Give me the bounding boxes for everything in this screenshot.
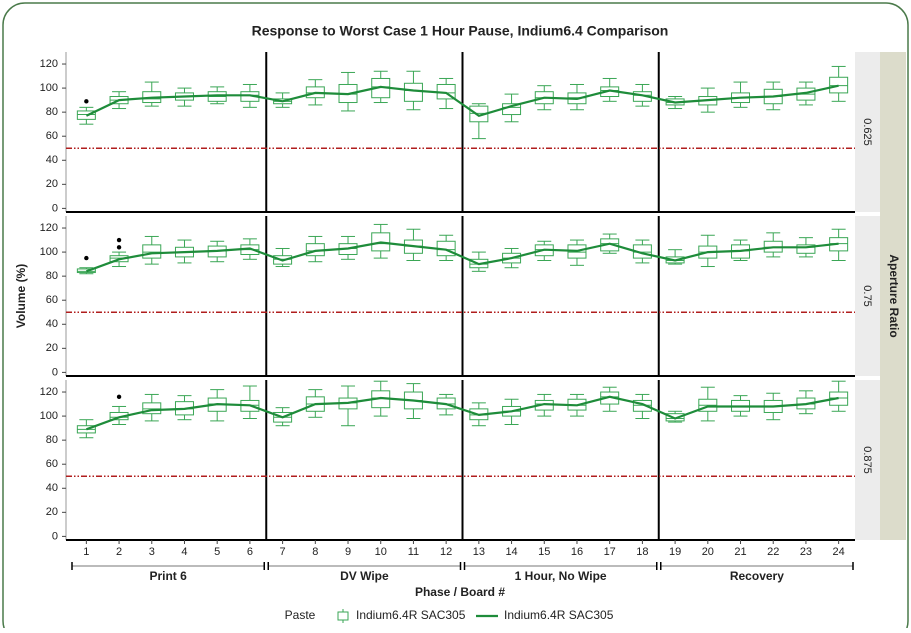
legend-title: Paste [285, 608, 316, 622]
y-tick-label: 80 [46, 106, 58, 118]
y-tick-label: 100 [40, 82, 58, 94]
phase-label: Print 6 [149, 569, 187, 583]
x-tick-label: 2 [116, 546, 122, 558]
box [632, 399, 652, 412]
y-tick-label: 0 [52, 366, 58, 378]
outlier [116, 237, 122, 243]
mean-line [85, 84, 839, 118]
x-tick-label: 14 [505, 546, 517, 558]
x-tick-label: 10 [375, 546, 387, 558]
panel-strip [855, 380, 880, 540]
x-tick-label: 5 [214, 546, 220, 558]
x-axis-label: Phase / Board # [415, 585, 505, 599]
x-tick-label: 15 [538, 546, 550, 558]
x-tick-label: 12 [440, 546, 452, 558]
x-tick-label: 24 [833, 546, 845, 558]
y-tick-label: 40 [46, 154, 58, 166]
mean-line [86, 241, 839, 273]
x-tick-label: 21 [734, 546, 746, 558]
outlier [116, 394, 122, 400]
x-tick-label: 11 [408, 546, 419, 558]
y-tick-label: 20 [46, 178, 58, 190]
box [796, 244, 816, 254]
phase-label: 1 Hour, No Wipe [515, 569, 607, 583]
panel-strip [855, 216, 880, 376]
y-tick-label: 120 [40, 386, 58, 398]
facet-label: Aperture Ratio [887, 254, 901, 337]
x-tick-label: 9 [345, 546, 351, 558]
x-tick-label: 8 [312, 546, 318, 558]
x-tick-label: 3 [149, 546, 155, 558]
y-tick-label: 60 [46, 130, 58, 142]
y-tick-label: 20 [46, 342, 58, 354]
box [142, 402, 162, 415]
panel-label: 0.625 [861, 118, 873, 146]
x-tick-label: 19 [669, 546, 681, 558]
facet-strip [880, 52, 906, 540]
legend-label: Indium6.4R SAC305 [504, 608, 614, 622]
y-tick-label: 60 [46, 458, 58, 470]
box [829, 76, 849, 94]
y-tick-label: 100 [40, 410, 58, 422]
x-tick-label: 18 [636, 546, 648, 558]
mean-line [86, 395, 839, 431]
outlier [116, 245, 122, 250]
x-tick-label: 17 [604, 546, 616, 558]
y-tick-label: 60 [46, 294, 58, 306]
chart-title: Response to Worst Case 1 Hour Pause, Ind… [252, 23, 669, 39]
y-tick-label: 0 [52, 530, 58, 542]
panel-strip [855, 52, 880, 212]
y-axis-label: Volume (%) [14, 264, 28, 328]
outlier [84, 99, 89, 104]
x-tick-label: 1 [83, 546, 89, 558]
y-tick-label: 80 [46, 270, 58, 282]
panel-label: 0.875 [861, 446, 873, 474]
x-tick-label: 4 [181, 546, 187, 558]
box [665, 413, 685, 422]
box [142, 244, 162, 259]
y-tick-label: 20 [46, 506, 58, 518]
x-tick-label: 23 [800, 546, 812, 558]
x-tick-label: 6 [247, 546, 253, 558]
y-tick-label: 100 [40, 246, 58, 258]
y-tick-label: 120 [40, 222, 58, 234]
legend-box [337, 611, 349, 621]
phase-label: DV Wipe [340, 569, 389, 583]
x-tick-label: 7 [280, 546, 286, 558]
y-tick-label: 120 [40, 58, 58, 70]
y-tick-label: 40 [46, 318, 58, 330]
legend-label: Indium6.4R SAC305 [356, 608, 466, 622]
x-tick-label: 22 [767, 546, 779, 558]
outlier [84, 255, 89, 261]
x-tick-label: 13 [473, 546, 485, 558]
x-tick-label: 16 [571, 546, 583, 558]
y-tick-label: 80 [46, 434, 58, 446]
x-tick-label: 20 [702, 546, 714, 558]
y-tick-label: 40 [46, 482, 58, 494]
y-tick-label: 0 [52, 202, 58, 214]
panel-label: 0.75 [861, 285, 873, 306]
box [403, 82, 423, 102]
phase-label: Recovery [730, 569, 784, 583]
